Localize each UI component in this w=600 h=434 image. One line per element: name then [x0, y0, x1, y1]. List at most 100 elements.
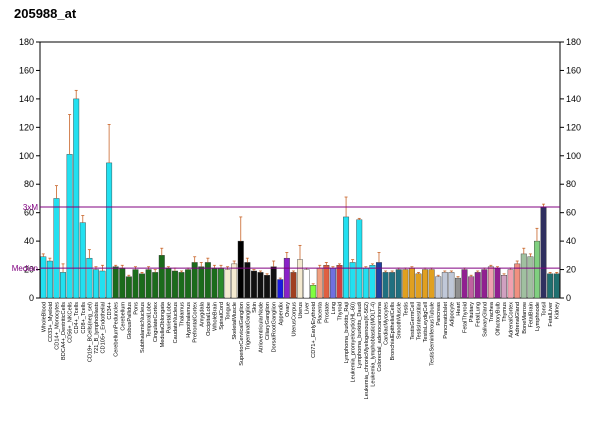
x-tick-label: Cerebellum — [120, 302, 126, 331]
bar — [211, 267, 218, 299]
x-tick-label: CiliaryGanglion — [265, 302, 271, 340]
bar — [277, 279, 284, 299]
bar — [501, 275, 508, 299]
y2-tick-label: 80 — [566, 179, 576, 189]
bar — [507, 269, 514, 299]
y-tick-label: 180 — [19, 37, 34, 47]
x-tick-label: Hypothalamus — [186, 302, 192, 338]
bar — [382, 272, 389, 299]
x-tick-label: Tongue — [226, 302, 232, 320]
reference-label: 3xM — [23, 203, 38, 212]
bar — [237, 240, 244, 299]
x-tick-label: PancreaticIslet — [443, 302, 449, 339]
bar — [448, 272, 455, 299]
x-tick-label: CD71+_EarlyErythroid — [311, 302, 317, 358]
y-tick-label: 160 — [19, 65, 34, 75]
bar — [198, 266, 205, 299]
x-tick-label: TestisLeydigCell — [423, 302, 429, 342]
x-tick-label: Kidney — [555, 302, 561, 319]
x-tick-label: Lymphnode — [535, 302, 541, 331]
y2-tick-label: 0 — [566, 293, 571, 303]
x-tick-label: DorsalRootGanglion — [272, 302, 278, 352]
y2-tick-label: 40 — [566, 236, 576, 246]
x-tick-label: TestisGermCell — [410, 302, 416, 340]
x-tick-label: Amygdala — [199, 301, 205, 327]
x-tick-label: Thyroid — [337, 302, 343, 321]
bar — [540, 206, 547, 299]
x-tick-label: OlfactoryBulb — [495, 302, 501, 336]
bar — [369, 265, 376, 299]
x-tick-label: SmoothMuscle — [397, 302, 403, 339]
x-tick-label: CD14+_Monocytes — [54, 302, 60, 350]
bar — [356, 219, 363, 299]
x-tick-label: CD56+_NKCells — [68, 302, 74, 343]
x-tick-label: Lymphoma_burkitts_Raji — [344, 302, 350, 363]
x-tick-label: Leukemia_promyelocytic(HL-60) — [351, 302, 357, 383]
bar — [455, 277, 461, 299]
x-tick-label: Trachea — [489, 301, 495, 322]
x-tick-label: BoneMarrow — [522, 301, 528, 334]
x-tick-label: Heart — [456, 302, 462, 316]
x-tick-label: SuperiorCervicalGanglion — [239, 302, 245, 366]
bar — [257, 272, 264, 299]
y2-tick-label: 120 — [566, 122, 581, 132]
bar — [283, 257, 290, 299]
bar — [185, 269, 192, 299]
x-tick-label: Appendix — [278, 302, 284, 326]
x-tick-label: Pons — [133, 302, 139, 315]
bar — [145, 269, 152, 299]
x-tick-label: GlobusPallidus — [127, 302, 133, 340]
x-tick-label: AdrenalCortex — [509, 302, 515, 338]
x-tick-label: Tonsil — [542, 302, 548, 316]
y-tick-label: 100 — [19, 151, 34, 161]
bar — [112, 266, 119, 299]
bar — [474, 272, 481, 299]
x-tick-label: Pancreas — [436, 302, 442, 326]
x-tick-label: WholeBrain — [212, 302, 218, 331]
reference-label: Median — [12, 264, 38, 273]
x-tick-label: Placenta — [318, 301, 324, 324]
x-tick-label: CD33+_Myeloid — [48, 302, 54, 342]
bar — [165, 267, 172, 299]
bar — [402, 269, 409, 299]
bar — [547, 273, 554, 299]
bar — [395, 269, 402, 299]
bar — [66, 154, 73, 299]
y-tick-label: 0 — [29, 293, 34, 303]
x-tick-label: Pituitary — [469, 302, 475, 322]
x-tick-label: SkeletalMuscle — [232, 302, 238, 340]
x-tick-label: Prostate — [324, 302, 330, 323]
bar — [428, 269, 435, 299]
x-tick-label: FetalLung — [476, 302, 482, 327]
x-tick-label: OccipitalLobe — [206, 302, 212, 336]
x-tick-label: Colorectal_adenocarcinoma — [377, 301, 383, 372]
bar — [46, 260, 53, 299]
bar — [40, 256, 47, 299]
bar — [323, 265, 330, 299]
x-tick-label: FetalLiver — [548, 302, 554, 327]
bar — [106, 162, 113, 299]
bar — [119, 267, 126, 299]
x-tick-label: Skin — [252, 302, 258, 313]
x-tick-label: Ovary — [285, 302, 291, 317]
bar — [310, 285, 317, 299]
bar — [86, 257, 93, 299]
bar — [158, 255, 165, 299]
bar — [553, 273, 560, 299]
y2-tick-label: 100 — [566, 151, 581, 161]
bar — [336, 265, 343, 299]
y-tick-label: 120 — [19, 122, 34, 132]
bar — [441, 272, 448, 299]
bar — [297, 259, 303, 299]
bar — [171, 270, 178, 299]
x-tick-label: 721_B_lymphoblasts — [94, 302, 100, 354]
bar — [218, 267, 224, 299]
x-tick-label: Liver — [305, 302, 311, 314]
y-tick-label: 140 — [19, 94, 34, 104]
bar — [362, 267, 369, 299]
bar — [487, 266, 494, 299]
y2-tick-label: 180 — [566, 37, 581, 47]
bar — [481, 269, 488, 299]
x-tick-label: CD8+_Tcells — [81, 302, 87, 334]
